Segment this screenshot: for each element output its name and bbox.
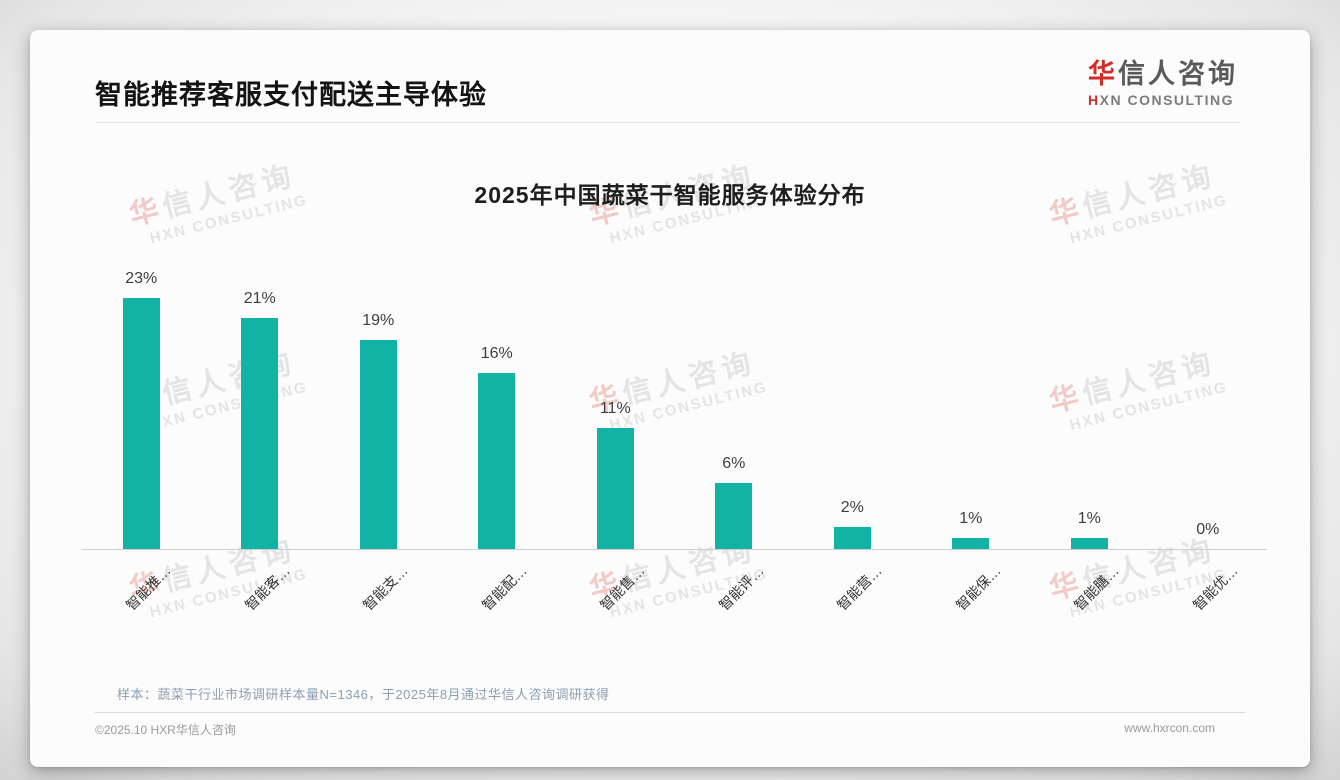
bar-slot: 11% 智能售… xyxy=(556,270,675,613)
website-url: www.hxrcon.com xyxy=(1124,721,1215,735)
category-label: 智能评… xyxy=(715,562,767,614)
logo-chinese-text: 华信人咨询 xyxy=(1088,59,1238,90)
bar-slot: 23% 智能推… xyxy=(82,270,201,613)
bar-slot: 0% 智能优… xyxy=(1149,270,1268,613)
bar-value-label: 2% xyxy=(840,499,864,516)
category-label: 智能支… xyxy=(360,562,411,614)
bar-value-label: 23% xyxy=(125,270,158,287)
bar-slot: 19% 智能支… xyxy=(319,270,438,613)
bar xyxy=(478,373,516,549)
bar-slot: 1% 智能保… xyxy=(912,270,1031,613)
page-title: 智能推荐客服支付配送主导体验 xyxy=(95,80,487,110)
logo-accent-char: 华 xyxy=(1088,59,1118,89)
copyright-text: ©2025.10 HXR华信人咨询 xyxy=(95,723,236,737)
bar xyxy=(833,527,871,549)
header-divider xyxy=(95,122,1240,123)
bar-slot: 6% 智能评… xyxy=(675,270,794,613)
bar-value-label: 1% xyxy=(959,510,983,527)
chart-title: 2025年中国蔬菜干智能服务体验分布 xyxy=(474,182,866,208)
category-label: 智能保… xyxy=(952,562,1004,614)
bar-value-label: 0% xyxy=(1196,521,1220,538)
bar-slot: 2% 智能营… xyxy=(793,270,912,613)
category-label: 智能客… xyxy=(241,562,293,614)
category-label: 智能配… xyxy=(478,562,530,614)
bar xyxy=(359,340,397,549)
bar xyxy=(1070,538,1108,549)
logo-english-text: HXN CONSULTING xyxy=(1088,92,1238,108)
logo-en-accent-char: H xyxy=(1088,91,1100,108)
bar xyxy=(241,318,279,549)
bar xyxy=(596,428,634,549)
company-logo: 华信人咨询 HXN CONSULTING xyxy=(1088,59,1238,108)
logo-chinese-rest: 信人咨询 xyxy=(1118,59,1238,89)
bar-value-label: 19% xyxy=(362,312,395,329)
slide-card: 华信人咨询 HXN CONSULTING 华信人咨询 HXN CONSULTING 华信… xyxy=(30,30,1310,767)
category-label: 智能优… xyxy=(1189,562,1241,614)
bar-slot: 21% 智能客… xyxy=(201,270,320,613)
bar-chart: 23% 智能推… 21% 智能客… 19% 智能支… 16% 智能配… 11% 智能售… 6% 智能评… xyxy=(82,270,1268,613)
bar-value-label: 1% xyxy=(1077,510,1101,527)
bar-value-label: 11% xyxy=(599,400,631,417)
bar-value-label: 16% xyxy=(480,345,513,362)
bar-value-label: 21% xyxy=(243,290,276,307)
bar-slot: 1% 智能膳… xyxy=(1030,270,1149,613)
bar-slot: 16% 智能配… xyxy=(438,270,557,613)
bar-value-label: 6% xyxy=(722,455,746,472)
footer-divider xyxy=(95,712,1245,713)
bar xyxy=(715,483,753,549)
category-label: 智能膳… xyxy=(1071,562,1122,614)
logo-english-rest: XN CONSULTING xyxy=(1099,91,1234,108)
sample-footnote: 样本：蔬菜干行业市场调研样本量N=1346，于2025年8月通过华信人咨询调研获… xyxy=(117,687,610,702)
category-label: 智能营… xyxy=(834,562,885,614)
bar xyxy=(122,298,160,549)
category-label: 智能售… xyxy=(597,562,648,614)
bar xyxy=(952,538,990,549)
category-label: 智能推… xyxy=(123,562,174,614)
